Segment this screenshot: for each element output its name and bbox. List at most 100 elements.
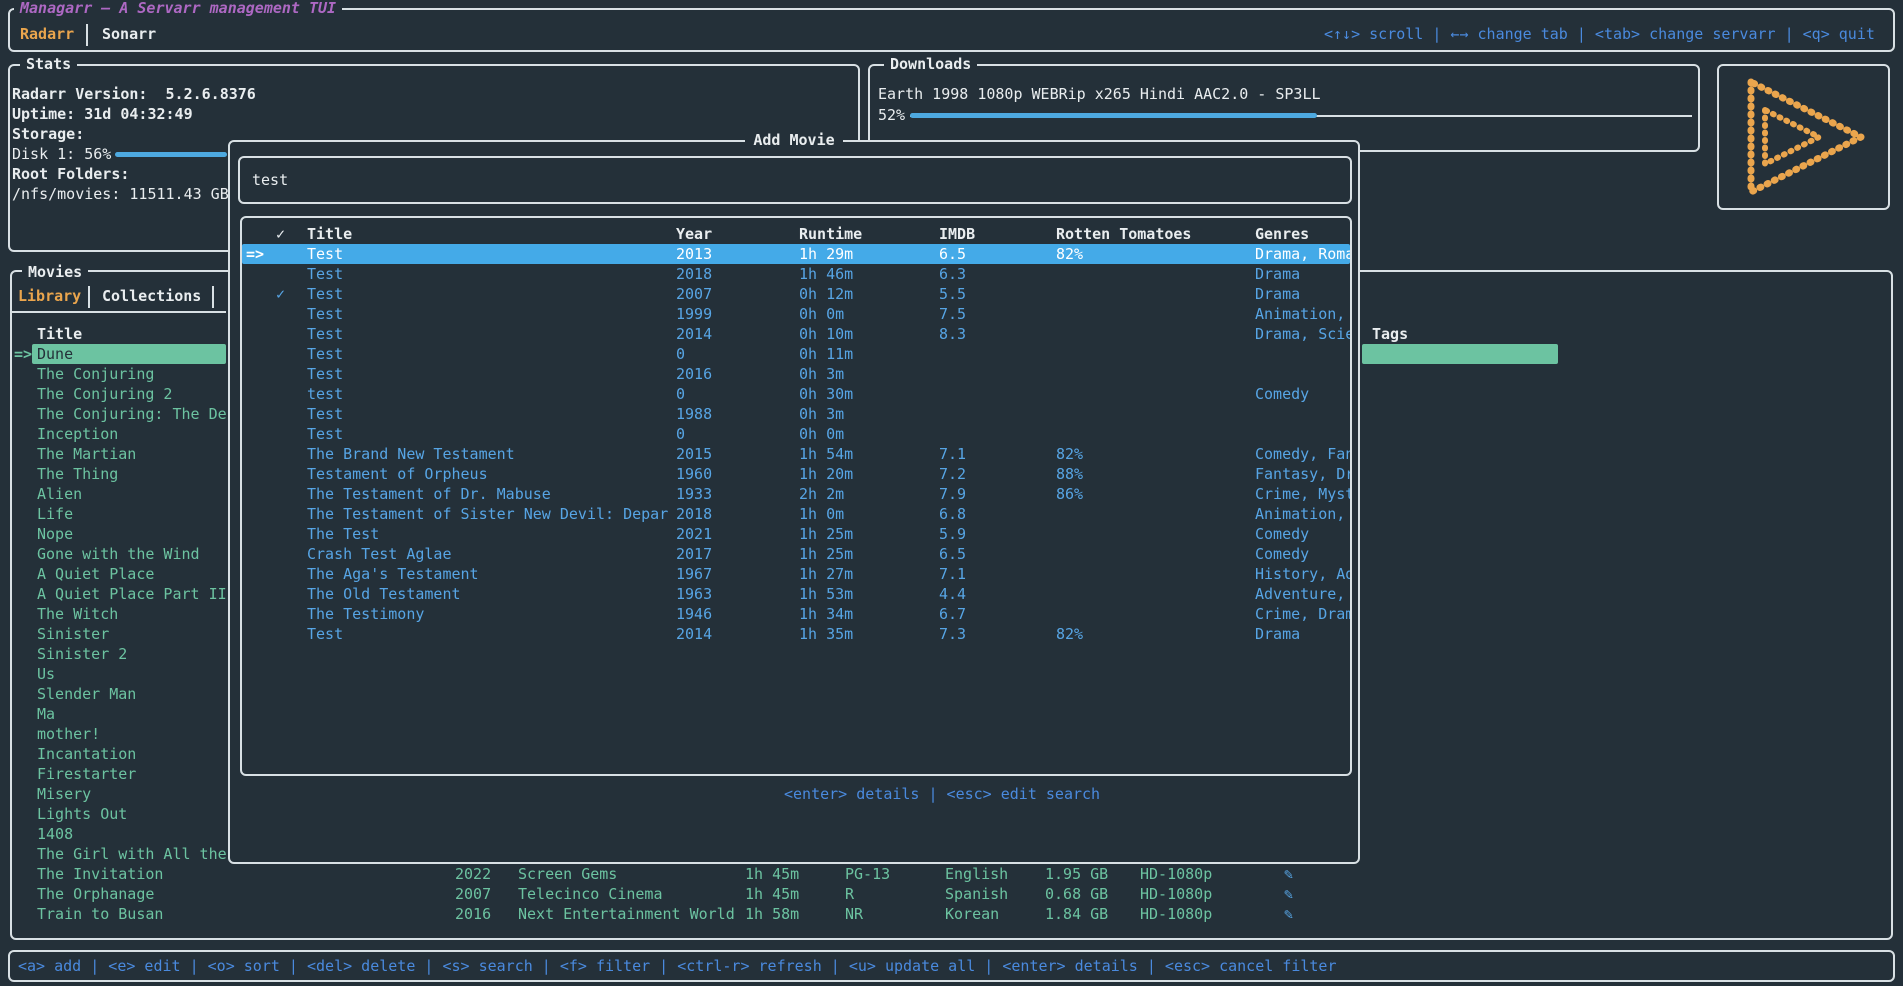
movies-list-item[interactable]: Train to Busan [12, 904, 226, 924]
add-movie-result-row[interactable]: ✓ Test 2007 0h 12m 5.5 Drama [242, 284, 1350, 304]
movie-title: The Martian [37, 445, 137, 463]
edit-pencil-icon[interactable]: ✎ [1284, 885, 1294, 903]
result-title: Test [307, 365, 344, 383]
add-movie-result-row[interactable]: The Testimony 1946 1h 34m 6.7 Crime, Drama [242, 604, 1350, 624]
movies-list-item[interactable]: Sinister [12, 624, 226, 644]
movies-list-item[interactable]: The Conjuring 2 [12, 384, 226, 404]
movies-list-item[interactable]: Firestarter [12, 764, 226, 784]
movies-tab-library[interactable]: Library [18, 287, 82, 305]
add-movie-result-row[interactable]: Crash Test Aglae 2017 1h 25m 6.5 Comedy [242, 544, 1350, 564]
result-imdb-rating: 4.4 [939, 585, 967, 603]
movies-list-item[interactable]: Alien [12, 484, 226, 504]
movies-list-item[interactable]: The Conjuring [12, 364, 226, 384]
movies-list-item[interactable]: Gone with the Wind [12, 544, 226, 564]
result-year: 0 [676, 385, 686, 403]
add-movie-result-row[interactable]: The Old Testament 1963 1h 53m 4.4 Adventure,… [242, 584, 1350, 604]
result-genres: Crime, Mystery, Thriller [1255, 485, 1350, 503]
edit-pencil-icon[interactable]: ✎ [1284, 865, 1294, 883]
tab-radarr[interactable]: Radarr [20, 25, 75, 43]
movie-title: A Quiet Place [37, 565, 155, 583]
movies-tab-collections[interactable]: Collections [102, 287, 202, 305]
movie-title: Train to Busan [37, 905, 164, 923]
result-year: 2013 [676, 245, 713, 263]
movie-year: 2022 [455, 865, 492, 883]
tab-sonarr[interactable]: Sonarr [102, 25, 157, 43]
result-title: Test [307, 305, 344, 323]
movies-list-item[interactable]: Inception [12, 424, 226, 444]
result-genres: History, Adventure [1255, 565, 1350, 583]
result-rotten-tomatoes: 82% [1056, 445, 1084, 463]
movies-list-item[interactable]: Lights Out [12, 804, 226, 824]
movies-list-item[interactable]: The Martian [12, 444, 226, 464]
result-imdb-rating: 6.3 [939, 265, 967, 283]
result-runtime: 1h 53m [799, 585, 854, 603]
result-title: The Testimony [307, 605, 425, 623]
add-movie-result-row[interactable]: test 0 0h 30m Comedy [242, 384, 1350, 404]
result-year: 2007 [676, 285, 713, 303]
movies-list-item[interactable]: The Thing [12, 464, 226, 484]
movies-list-item[interactable]: The Witch [12, 604, 226, 624]
movies-list-item[interactable]: A Quiet Place Part II [12, 584, 226, 604]
result-title: Test [307, 265, 344, 283]
selected-row-highlight [32, 344, 226, 364]
movie-language: English [945, 865, 1009, 883]
add-movie-result-row[interactable]: Testament of Orpheus 1960 1h 20m 7.2 88% Fant… [242, 464, 1350, 484]
add-movie-result-row[interactable]: Test 2014 1h 35m 7.3 82% Drama [242, 624, 1350, 644]
movies-list-item[interactable]: Nope [12, 524, 226, 544]
add-movie-result-row[interactable]: Test 1988 0h 3m [242, 404, 1350, 424]
movies-list-item[interactable]: The Invitation [12, 864, 226, 884]
movies-list-item[interactable]: Misery [12, 784, 226, 804]
add-movie-result-row[interactable]: Test 2018 1h 46m 6.3 Drama [242, 264, 1350, 284]
movie-year: 2007 [455, 885, 492, 903]
result-rotten-tomatoes: 82% [1056, 625, 1084, 643]
add-movie-result-row[interactable]: The Aga's Testament 1967 1h 27m 7.1 History,… [242, 564, 1350, 584]
add-movie-result-row[interactable]: The Test 2021 1h 25m 5.9 Comedy [242, 524, 1350, 544]
add-movie-result-row[interactable]: => Test 2013 1h 29m 6.5 82% Drama, Romance [242, 244, 1350, 264]
add-movie-result-row[interactable]: The Brand New Testament 2015 1h 54m 7.1 82% C… [242, 444, 1350, 464]
selected-result-highlight [242, 244, 1350, 264]
movies-list-item[interactable]: Incantation [12, 744, 226, 764]
add-movie-result-row[interactable]: Test 0 0h 11m [242, 344, 1350, 364]
result-genres [1255, 424, 1350, 444]
result-title: The Aga's Testament [307, 565, 479, 583]
movies-list-item[interactable]: A Quiet Place [12, 564, 226, 584]
search-input[interactable] [252, 160, 1332, 200]
result-year: 1963 [676, 585, 713, 603]
result-runtime: 0h 3m [799, 365, 845, 383]
result-year: 1999 [676, 305, 713, 323]
result-imdb-rating: 7.5 [939, 305, 967, 323]
movies-list-item[interactable]: 1408 [12, 824, 226, 844]
movies-list-item[interactable]: Sinister 2 [12, 644, 226, 664]
result-genres: Drama [1255, 265, 1301, 283]
result-title: The Old Testament [307, 585, 461, 603]
movies-list-item[interactable]: Slender Man [12, 684, 226, 704]
movies-list-item[interactable]: Life [12, 504, 226, 524]
movies-list-item[interactable]: Ma [12, 704, 226, 724]
movies-list-item[interactable]: The Conjuring: The De [12, 404, 226, 424]
movies-list-item[interactable]: The Girl with All the [12, 844, 226, 864]
movies-panel-title: Movies [22, 262, 89, 282]
add-movie-result-row[interactable]: Test 2014 0h 10m 8.3 Drama, Science Fiction [242, 324, 1350, 344]
movie-title: Sinister [37, 625, 110, 643]
add-movie-result-row[interactable]: Test 0 0h 0m [242, 424, 1350, 444]
movie-language: Spanish [945, 885, 1009, 903]
result-year: 2014 [676, 325, 713, 343]
edit-pencil-icon[interactable]: ✎ [1284, 905, 1294, 923]
movies-list-item[interactable]: The Orphanage [12, 884, 226, 904]
add-movie-result-row[interactable]: Test 2016 0h 3m [242, 364, 1350, 384]
movie-certification: NR [845, 905, 864, 923]
result-year: 1960 [676, 465, 713, 483]
library-detail-row: 2016 Next Entertainment World 1h 58m NR Kore… [440, 904, 1340, 924]
add-movie-result-row[interactable]: The Testament of Sister New Devil: Depar… [242, 504, 1350, 524]
add-movie-result-row[interactable]: The Testament of Dr. Mabuse 1933 2h 2m 7.9 8… [242, 484, 1350, 504]
result-title: Test [307, 625, 344, 643]
movies-list-item[interactable]: => Dune [12, 344, 226, 364]
movie-quality: HD-1080p [1140, 905, 1213, 923]
movies-list-item[interactable]: Us [12, 664, 226, 684]
movie-certification: R [845, 885, 855, 903]
stats-root-folders-label: Root Folders: [12, 165, 130, 183]
add-movie-result-row[interactable]: Test 1999 0h 0m 7.5 Animation, Drama [242, 304, 1350, 324]
movies-list-item[interactable]: mother! [12, 724, 226, 744]
result-runtime: 0h 11m [799, 345, 854, 363]
